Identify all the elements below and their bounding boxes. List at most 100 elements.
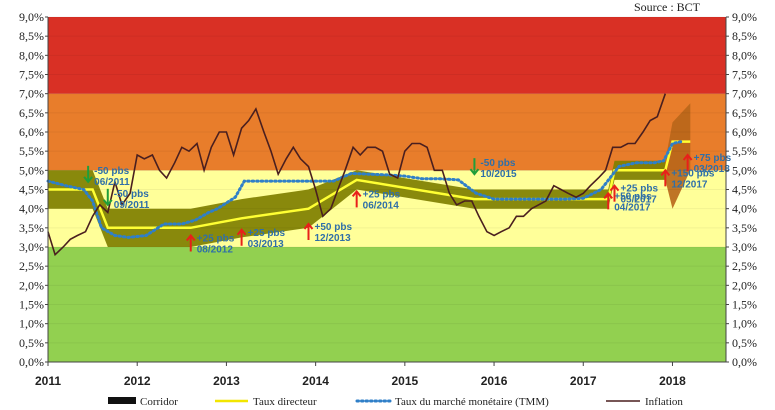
annotation-10: +75 pbs 03/2018 [682, 153, 732, 175]
annotation-line: -50 pbs [114, 189, 149, 200]
y-tick-label-left: 6,0% [19, 125, 44, 139]
source-label: Source : BCT [634, 0, 701, 14]
y-tick-label-left: 1,5% [19, 298, 44, 312]
arrow-head [303, 222, 314, 230]
y-tick-label-right: 4,0% [732, 202, 757, 216]
annotation-label: +150 pbs 12/2017 [671, 168, 715, 190]
x-tick-label: 2017 [570, 374, 597, 388]
annotation-line: +50 pbs [314, 222, 352, 233]
annotation-line: 08/2012 [197, 245, 234, 256]
arrow-head [83, 176, 93, 184]
x-tick-label: 2016 [481, 374, 508, 388]
legend-corridor: Corridor [108, 396, 178, 408]
annotation-label: +25 pbs 03/2013 [248, 228, 286, 250]
y-tick-label-left: 1,0% [19, 317, 44, 331]
x-axis: 2011 2012 2013 2014 2015 2016 2017 2018 [35, 361, 726, 388]
annotation-line: 04/2017 [614, 202, 651, 213]
x-tick-label: 2013 [213, 374, 240, 388]
annotation-7: +50 pbs 04/2017 [603, 191, 652, 213]
legend-label: Inflation [645, 396, 683, 408]
annotation-line: +25 pbs [620, 184, 658, 195]
annotation-line: +75 pbs [694, 153, 732, 164]
annotation-label: +50 pbs 12/2013 [314, 222, 352, 244]
annotation-1: -50 pbs 09/2011 [102, 188, 150, 211]
arrow-head [236, 228, 247, 236]
y-tick-label-left: 7,0% [19, 87, 44, 101]
zone-0 [48, 247, 726, 362]
annotation-6: -50 pbs 10/2015 [469, 158, 517, 180]
annotation-9: +150 pbs 12/2017 [660, 168, 715, 190]
y-tick-label-left: 0,5% [19, 336, 44, 350]
annotation-line: 12/2013 [314, 233, 351, 244]
annotation-label: -50 pbs 10/2015 [480, 158, 517, 180]
annotation-line: 06/2011 [94, 177, 130, 188]
annotation-line: +150 pbs [671, 168, 715, 179]
arrow-head [603, 191, 614, 199]
annotation-0: -50 pbs 06/2011 [83, 165, 130, 188]
y-tick-label-right: 2,0% [732, 278, 757, 292]
annotation-label: -50 pbs 06/2011 [94, 166, 130, 188]
annotation-label: +25 pbs 06/2014 [363, 189, 401, 211]
arrow-head [660, 168, 671, 176]
annotation-4: +50 pbs 12/2013 [303, 222, 352, 244]
x-tick-label: 2012 [124, 374, 151, 388]
y-tick-label-left: 8,5% [19, 29, 44, 43]
annotation-label: +50 pbs 04/2017 [614, 191, 652, 213]
x-tick-label: 2018 [659, 374, 686, 388]
y-tick-label-left: 8,0% [19, 48, 44, 62]
y-tick-label-right: 0,0% [732, 355, 757, 369]
annotation-8: +25 pbs 05/2017 [609, 184, 658, 206]
annotation-line: +50 pbs [614, 191, 652, 202]
y-tick-label-left: 5,5% [19, 144, 44, 158]
y-tick-label-right: 2,5% [732, 259, 757, 273]
annotation-line: -50 pbs [94, 166, 129, 177]
y-tick-label-right: 1,5% [732, 298, 757, 312]
series-inflation [47, 93, 667, 257]
legend-label: Taux du marché monétaire (TMM) [395, 396, 549, 408]
annotation-line: 06/2014 [363, 200, 400, 211]
annotation-line: +25 pbs [248, 228, 286, 239]
annotation-line: 03/2013 [248, 239, 285, 250]
y-tick-label-right: 7,5% [732, 68, 757, 82]
annotation-2: +25 pbs 08/2012 [185, 234, 235, 256]
annotation-label: +25 pbs 08/2012 [197, 234, 235, 256]
y-tick-label-left: 2,5% [19, 259, 44, 273]
arrow-head [102, 199, 113, 207]
annotation-label: +75 pbs 03/2018 [694, 153, 732, 175]
y-tick-label-right: 6,5% [732, 106, 757, 120]
y-tick-label-left: 9,0% [19, 10, 44, 24]
legend-taux-directeur: Taux directeur [215, 396, 317, 408]
annotation-line: +25 pbs [363, 189, 401, 200]
grid [48, 16, 726, 363]
zone-2 [48, 93, 726, 171]
y-tick-label-right: 3,5% [732, 221, 757, 235]
legend-label: Corridor [140, 396, 178, 408]
y-tick-label-left: 0,0% [19, 355, 44, 369]
y-tick-label-left: 3,5% [19, 221, 44, 235]
annotation-line: -50 pbs [480, 158, 515, 169]
annotation-line: 09/2011 [114, 200, 150, 211]
y-tick-label-right: 5,0% [732, 163, 757, 177]
y-tick-label-left: 2,0% [19, 278, 44, 292]
y-tick-label-right: 8,0% [732, 48, 757, 62]
y-tick-label-left: 6,5% [19, 106, 44, 120]
arrow-head [469, 168, 480, 176]
annotation-line: 10/2015 [480, 169, 517, 180]
y-tick-label-right: 1,0% [732, 317, 757, 331]
y-tick-label-right: 9,0% [732, 10, 757, 24]
y-tick-label-left: 3,0% [19, 240, 44, 254]
x-tick-label: 2014 [302, 374, 329, 388]
arrow-head [351, 189, 362, 198]
annotation-3: +25 pbs 03/2013 [236, 228, 286, 250]
y-tick-label-left: 4,5% [19, 183, 44, 197]
arrow-head [682, 153, 693, 161]
legend-label: Taux directeur [253, 396, 317, 408]
corridor-swatch [108, 397, 136, 404]
y-tick-label-right: 8,5% [732, 29, 757, 43]
annotation-line: 12/2017 [671, 179, 708, 190]
annotations: -50 pbs 06/2011-50 pbs 09/2011+25 pbs 08/20… [83, 153, 732, 256]
annotation-line: +25 pbs [197, 234, 235, 245]
annotation-line: 03/2018 [694, 164, 731, 175]
legend-tmm: Taux du marché monétaire (TMM) [355, 396, 549, 408]
